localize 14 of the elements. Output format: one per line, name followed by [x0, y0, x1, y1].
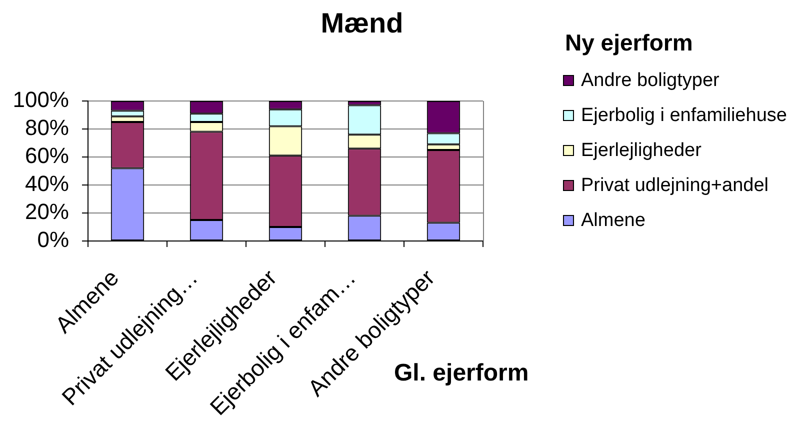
y-tick-label: 40%	[24, 171, 69, 196]
y-tick-label: 0%	[37, 227, 69, 252]
legend-label: Privat udlejning+andel	[581, 175, 768, 196]
legend-label: Almene	[581, 210, 646, 232]
legend-title: Ny ejerform	[565, 29, 693, 56]
chart-title: Mænd	[320, 8, 404, 39]
y-tick-label: 100%	[12, 87, 69, 112]
y-tick-label: 60%	[24, 143, 69, 168]
y-tick-label: 80%	[24, 115, 69, 140]
legend-label: Ejerlejligheder	[581, 140, 702, 162]
legend-label: Ejerbolig i enfamiliehuse	[581, 105, 787, 126]
x-axis-title: Gl. ejerform	[394, 360, 529, 387]
y-tick-label: 20%	[24, 199, 69, 224]
legend-label: Andre boligtyper	[581, 70, 720, 92]
